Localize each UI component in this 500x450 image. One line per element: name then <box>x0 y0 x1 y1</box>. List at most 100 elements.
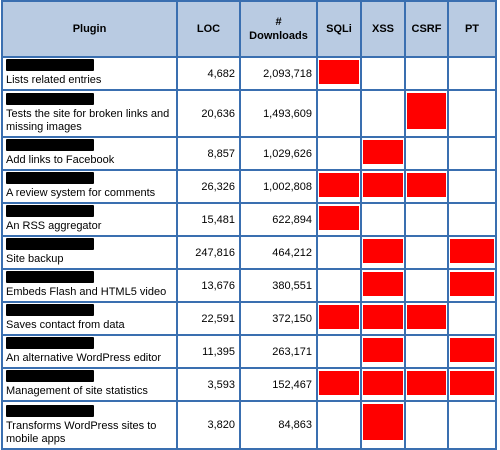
csrf-cell <box>404 56 449 91</box>
sqli-cell <box>316 400 362 450</box>
csrf-vulnerable-marker <box>407 93 446 129</box>
pt-cell <box>447 301 497 336</box>
loc-cell: 3,820 <box>176 400 241 450</box>
csrf-cell <box>404 169 449 204</box>
loc-cell: 26,326 <box>176 169 241 204</box>
xss-cell <box>360 301 406 336</box>
plugin-cell: Saves contact from data <box>1 301 178 336</box>
sqli-cell <box>316 56 362 91</box>
sqli-vulnerable-marker <box>319 371 359 395</box>
header-loc: LOC <box>176 0 241 58</box>
sqli-cell <box>316 89 362 138</box>
xss-cell <box>360 334 406 369</box>
pt-cell <box>447 268 497 303</box>
redacted-plugin-name <box>6 271 94 283</box>
header-pt: PT <box>447 0 497 58</box>
table-row: Site backup 247,816 464,212 <box>1 235 497 270</box>
csrf-cell <box>404 136 449 171</box>
plugin-cell: Lists related entries <box>1 56 178 91</box>
table-row: Management of site statistics 3,593 152,46… <box>1 367 497 402</box>
sqli-vulnerable-marker <box>319 60 359 84</box>
sqli-cell <box>316 301 362 336</box>
plugin-cell: Site backup <box>1 235 178 270</box>
redacted-plugin-name <box>6 337 94 349</box>
loc-cell: 4,682 <box>176 56 241 91</box>
xss-cell <box>360 268 406 303</box>
xss-vulnerable-marker <box>363 404 403 440</box>
table-row: Saves contact from data 22,591 372,150 <box>1 301 497 336</box>
table-header: Plugin LOC # Downloads SQLi XSS CSRF PT <box>1 0 497 58</box>
pt-cell <box>447 400 497 450</box>
plugin-cell: Transforms WordPress sites to mobile app… <box>1 400 178 450</box>
downloads-cell: 1,493,609 <box>239 89 318 138</box>
loc-cell: 13,676 <box>176 268 241 303</box>
sqli-vulnerable-marker <box>319 206 359 230</box>
redacted-plugin-name <box>6 205 94 217</box>
pt-vulnerable-marker <box>450 338 494 362</box>
pt-cell <box>447 202 497 237</box>
xss-cell <box>360 136 406 171</box>
xss-cell <box>360 400 406 450</box>
pt-cell <box>447 56 497 91</box>
plugin-description: Lists related entries <box>6 74 102 86</box>
downloads-cell: 1,029,626 <box>239 136 318 171</box>
plugin-cell: Tests the site for broken links and miss… <box>1 89 178 138</box>
xss-cell <box>360 202 406 237</box>
redacted-plugin-name <box>6 370 94 382</box>
loc-cell: 15,481 <box>176 202 241 237</box>
plugin-cell: An alternative WordPress editor <box>1 334 178 369</box>
plugin-description: Embeds Flash and HTML5 video <box>6 286 167 298</box>
csrf-cell <box>404 235 449 270</box>
sqli-cell <box>316 202 362 237</box>
csrf-cell <box>404 367 449 402</box>
pt-cell <box>447 367 497 402</box>
downloads-cell: 380,551 <box>239 268 318 303</box>
sqli-vulnerable-marker <box>319 173 359 197</box>
plugin-description: Transforms WordPress sites to mobile app… <box>6 420 157 445</box>
redacted-plugin-name <box>6 172 94 184</box>
downloads-cell: 2,093,718 <box>239 56 318 91</box>
header-csrf: CSRF <box>404 0 449 58</box>
loc-cell: 3,593 <box>176 367 241 402</box>
table-body: Lists related entries 4,682 2,093,718 Tests… <box>1 56 497 450</box>
downloads-cell: 152,467 <box>239 367 318 402</box>
downloads-cell: 1,002,808 <box>239 169 318 204</box>
pt-cell <box>447 169 497 204</box>
plugin-cell: Management of site statistics <box>1 367 178 402</box>
table-row: An alternative WordPress editor 11,395 263… <box>1 334 497 369</box>
xss-cell <box>360 89 406 138</box>
header-downloads-line2: Downloads <box>249 30 308 42</box>
header-downloads-line1: # <box>275 16 282 28</box>
csrf-vulnerable-marker <box>407 305 446 329</box>
csrf-vulnerable-marker <box>407 371 446 395</box>
table-row: Embeds Flash and HTML5 video 13,676 380,55… <box>1 268 497 303</box>
csrf-cell <box>404 334 449 369</box>
redacted-plugin-name <box>6 304 94 316</box>
xss-vulnerable-marker <box>363 140 403 164</box>
header-plugin: Plugin <box>1 0 178 58</box>
pt-cell <box>447 235 497 270</box>
csrf-vulnerable-marker <box>407 173 446 197</box>
xss-cell <box>360 235 406 270</box>
xss-cell <box>360 367 406 402</box>
downloads-cell: 84,863 <box>239 400 318 450</box>
xss-vulnerable-marker <box>363 272 403 296</box>
pt-cell <box>447 136 497 171</box>
pt-vulnerable-marker <box>450 371 494 395</box>
redacted-plugin-name <box>6 93 94 105</box>
xss-cell <box>360 56 406 91</box>
sqli-cell <box>316 169 362 204</box>
xss-cell <box>360 169 406 204</box>
xss-vulnerable-marker <box>363 338 403 362</box>
xss-vulnerable-marker <box>363 371 403 395</box>
downloads-cell: 263,171 <box>239 334 318 369</box>
csrf-cell <box>404 400 449 450</box>
plugin-description: A review system for comments <box>6 187 156 199</box>
sqli-cell <box>316 367 362 402</box>
csrf-cell <box>404 202 449 237</box>
redacted-plugin-name <box>6 139 94 151</box>
redacted-plugin-name <box>6 59 94 71</box>
plugin-cell: Embeds Flash and HTML5 video <box>1 268 178 303</box>
header-downloads: # Downloads <box>239 0 318 58</box>
